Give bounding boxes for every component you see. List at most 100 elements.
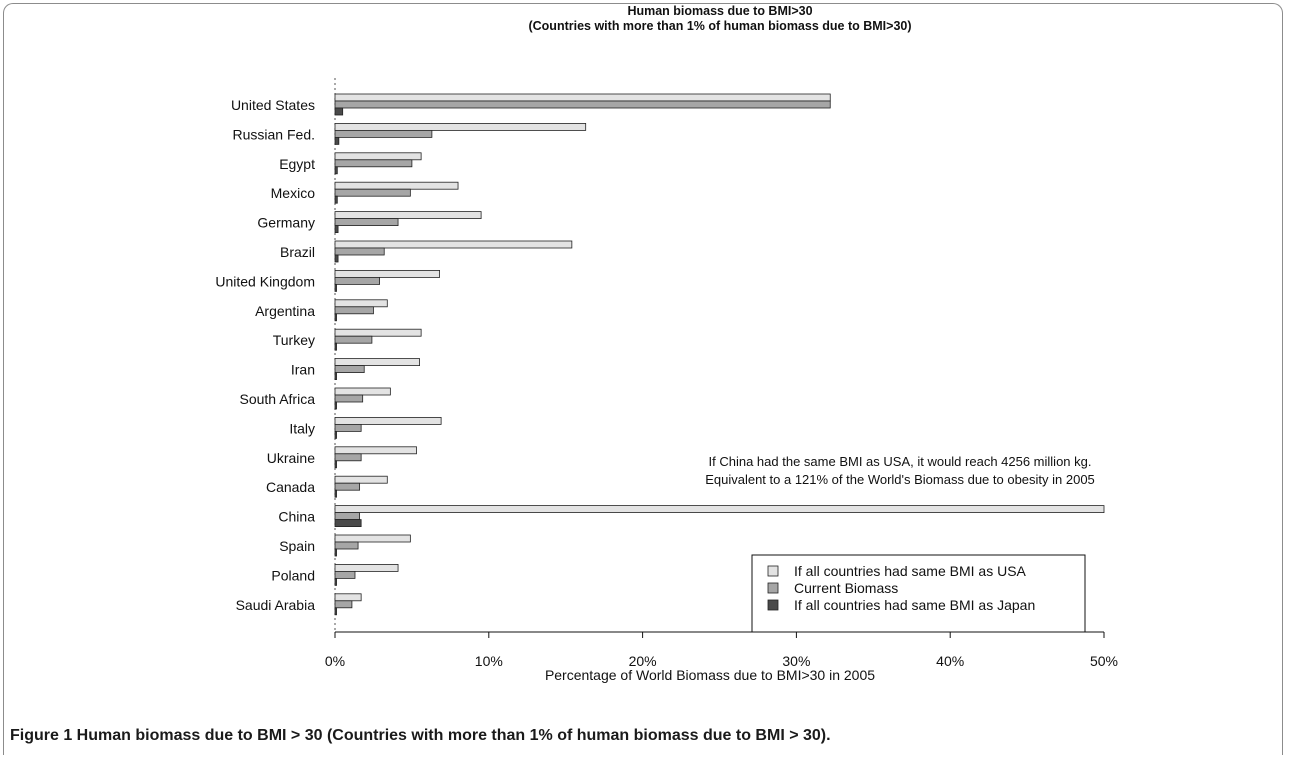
bar-mexico-series-1 [334, 181, 459, 190]
bar-ukraine-series-3 [334, 460, 337, 469]
bar-saudi-arabia-series-2 [334, 600, 353, 609]
category-label: United Kingdom [215, 273, 315, 289]
bar-turkey-series-1 [334, 328, 422, 337]
bar-spain-series-2 [334, 541, 359, 550]
bar-egypt-series-3 [334, 166, 338, 175]
legend-swatch [767, 582, 779, 594]
category-label: United States [231, 97, 315, 113]
category-label: Spain [279, 538, 315, 554]
biomass-bar-chart: Human biomass due to BMI>30 (Countries w… [215, 4, 1118, 683]
category-label: Ukraine [267, 450, 315, 466]
bar-turkey-series-2 [334, 335, 373, 344]
bar-iran-series-2 [334, 365, 365, 374]
bar-ukraine-series-2 [334, 453, 362, 462]
chart-title: Human biomass due to BMI>30 [627, 4, 812, 18]
x-tick-label: 10% [475, 653, 503, 669]
category-label: Brazil [280, 244, 315, 260]
bar-spain-series-1 [334, 534, 411, 543]
category-label: Iran [291, 362, 315, 378]
caption-label: Figure 1 [10, 727, 73, 744]
bar-south-africa-series-2 [334, 394, 364, 403]
caption-text: Human biomass due to BMI > 30 (Countries… [72, 727, 831, 744]
bar-canada-series-1 [334, 475, 388, 484]
x-tick-label: 20% [629, 653, 657, 669]
bar-united-states-series-1 [334, 93, 831, 102]
bar-russian-fed--series-1 [334, 123, 587, 131]
x-axis-title: Percentage of World Biomass due to BMI>3… [545, 667, 875, 683]
bar-united-kingdom-series-1 [334, 269, 440, 278]
bar-mexico-series-3 [334, 195, 338, 204]
bar-brazil-series-2 [334, 247, 385, 256]
category-label: Saudi Arabia [236, 597, 316, 613]
bar-germany-series-3 [334, 225, 339, 234]
bar-argentina-series-1 [334, 299, 388, 308]
legend-label: If all countries had same BMI as Japan [794, 597, 1035, 613]
bars-layer [334, 93, 1105, 616]
bar-poland-series-3 [334, 578, 337, 586]
bar-russian-fed--series-3 [334, 136, 340, 145]
x-tick-label: 0% [325, 653, 345, 669]
legend-label: Current Biomass [794, 580, 898, 596]
bar-egypt-series-2 [334, 159, 413, 168]
legend: If all countries had same BMI as USACurr… [751, 554, 1086, 633]
legend-box [751, 554, 1086, 633]
bar-canada-series-3 [334, 489, 337, 498]
bar-egypt-series-1 [334, 152, 422, 161]
bar-united-states-series-2 [334, 100, 831, 109]
bar-italy-series-1 [334, 416, 442, 425]
legend-label: If all countries had same BMI as USA [794, 563, 1027, 579]
china-annotation-line-2: Equivalent to a 121% of the World's Biom… [705, 472, 1095, 487]
bar-russian-fed--series-2 [334, 129, 433, 138]
bar-spain-series-3 [334, 548, 337, 557]
category-label: Egypt [279, 156, 315, 172]
category-label: Russian Fed. [233, 126, 315, 142]
bar-china-series-3 [334, 519, 362, 527]
x-tick-label: 40% [936, 653, 964, 669]
category-label: Mexico [271, 185, 316, 201]
bar-turkey-series-3 [334, 342, 337, 351]
bar-italy-series-2 [334, 423, 362, 432]
bar-poland-series-1 [334, 564, 399, 572]
category-label: Argentina [255, 303, 315, 319]
bar-iran-series-1 [334, 358, 420, 367]
bar-poland-series-2 [334, 571, 356, 579]
figure-frame [3, 3, 1283, 755]
bar-united-kingdom-series-2 [334, 276, 381, 285]
bar-canada-series-2 [334, 482, 361, 491]
bar-italy-series-3 [334, 430, 337, 439]
x-axis-ticks: 0% 10% 20% 30% 40% 50% [325, 632, 1118, 669]
bar-south-africa-series-3 [334, 401, 337, 410]
bar-germany-series-1 [334, 211, 482, 220]
category-label: Germany [257, 215, 315, 231]
bar-saudi-arabia-series-1 [334, 593, 362, 602]
bar-south-africa-series-1 [334, 387, 391, 396]
bar-germany-series-2 [334, 218, 399, 227]
bar-china-series-2 [334, 512, 361, 520]
bar-argentina-series-2 [334, 306, 374, 315]
category-label: South Africa [240, 391, 316, 407]
bar-china-series-1 [334, 505, 1105, 514]
bar-united-kingdom-series-3 [334, 283, 337, 292]
legend-swatch [767, 565, 779, 577]
bar-saudi-arabia-series-3 [334, 607, 337, 616]
bar-ukraine-series-1 [334, 446, 417, 455]
china-annotation-line-1: If China had the same BMI as USA, it wou… [709, 454, 1092, 469]
x-tick-label: 30% [782, 653, 810, 669]
bar-iran-series-3 [334, 372, 337, 381]
category-label: Turkey [273, 332, 315, 348]
category-label: Canada [266, 479, 315, 495]
bar-brazil-series-1 [334, 240, 573, 249]
category-label: Italy [289, 420, 315, 436]
chart-subtitle: (Countries with more than 1% of human bi… [528, 19, 911, 33]
bar-united-states-series-3 [334, 107, 344, 116]
bar-brazil-series-3 [334, 254, 339, 263]
legend-swatch [767, 599, 779, 611]
bar-argentina-series-3 [334, 313, 337, 322]
category-label: China [278, 509, 315, 525]
bar-mexico-series-2 [334, 188, 411, 197]
x-tick-label: 50% [1090, 653, 1118, 669]
figure-caption: Figure 1 Human biomass due to BMI > 30 (… [10, 727, 831, 745]
legend-items: If all countries had same BMI as USACurr… [767, 563, 1035, 613]
category-label: Poland [271, 567, 315, 583]
category-labels: United States Russian Fed. Egypt Mexico Germ… [215, 97, 315, 613]
